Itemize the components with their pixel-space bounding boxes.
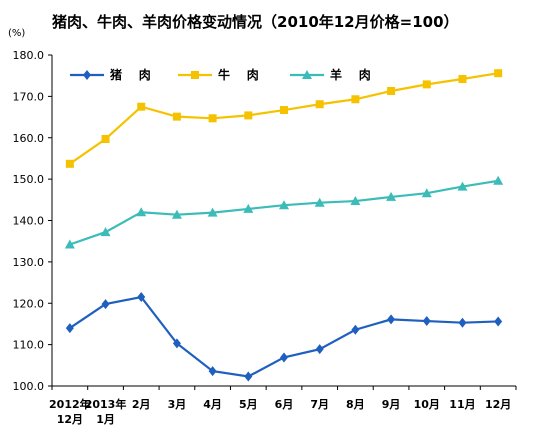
series-0 (65, 292, 503, 382)
data-point (65, 159, 74, 168)
data-point (494, 69, 503, 78)
legend-item-2: 羊 肉 (290, 67, 371, 82)
data-point (244, 111, 253, 120)
x-tick-label: 10月 (414, 398, 440, 411)
y-tick-label: 150.0 (13, 173, 45, 186)
y-tick-label: 130.0 (13, 256, 45, 269)
legend-label: 猪 肉 (109, 67, 151, 82)
legend-label: 牛 肉 (218, 67, 259, 82)
data-point (422, 80, 431, 89)
data-point (421, 188, 432, 198)
data-point (136, 207, 147, 217)
data-point (208, 114, 217, 123)
data-point (244, 371, 253, 382)
series-1 (65, 69, 503, 168)
data-point (208, 366, 217, 377)
series-layer (64, 69, 504, 382)
y-tick-label: 120.0 (13, 297, 45, 310)
data-point (207, 207, 218, 217)
y-axis-unit: (%) (8, 28, 25, 39)
data-point (493, 175, 504, 185)
x-tick-label: 1月 (96, 413, 115, 426)
y-tick-label: 100.0 (13, 380, 45, 393)
data-point (351, 95, 360, 104)
x-tick-label: 12月 (57, 413, 83, 426)
data-point (100, 227, 111, 237)
data-point (101, 134, 110, 143)
legend-marker (302, 70, 312, 79)
x-tick-label: 2013年 (85, 397, 127, 411)
data-point (280, 352, 288, 363)
data-point (172, 112, 181, 121)
data-point (422, 316, 431, 327)
x-tick-label: 7月 (310, 398, 329, 411)
data-point (64, 239, 75, 249)
series-2 (64, 175, 504, 249)
data-point (171, 209, 182, 219)
legend-item-1: 牛 肉 (178, 67, 259, 82)
series-line (69, 295, 499, 378)
axes (51, 55, 516, 387)
chart-title: 猪肉、牛肉、羊肉价格变动情况（2010年12月价格=100） (51, 13, 459, 31)
legend-marker (83, 70, 91, 80)
data-point (172, 338, 181, 349)
data-point (315, 100, 324, 109)
data-point (101, 299, 110, 310)
legend: 猪 肉牛 肉羊 肉 (70, 67, 371, 82)
data-point (494, 316, 503, 327)
data-point (280, 106, 288, 115)
y-tick-label: 110.0 (13, 339, 45, 352)
x-tick-label: 12月 (485, 398, 511, 411)
data-point (137, 292, 146, 303)
y-tick-label: 140.0 (13, 215, 45, 228)
y-tick-label: 180.0 (13, 49, 45, 62)
legend-marker (191, 71, 199, 79)
y-axis-ticks: 100.0 110.0 120.0 130.0 140.0 150.0 160.0 170.0… (13, 49, 52, 393)
data-point (279, 200, 289, 210)
y-tick-label: 160.0 (13, 132, 45, 145)
series-line (69, 179, 499, 246)
data-point (350, 196, 361, 206)
legend-item-0: 猪 肉 (70, 67, 151, 82)
x-tick-label: 2012年 (49, 397, 91, 411)
y-tick-label: 170.0 (13, 90, 45, 103)
data-point (387, 86, 396, 95)
x-tick-label: 8月 (346, 398, 365, 411)
data-point (243, 203, 254, 213)
data-point (387, 314, 396, 325)
x-tick-label: 5月 (239, 398, 258, 411)
data-point (458, 317, 467, 328)
data-point (351, 324, 360, 335)
x-tick-label: 11月 (449, 398, 475, 411)
x-tick-label: 2月 (132, 398, 151, 411)
x-tick-label: 6月 (275, 398, 294, 411)
data-point (314, 197, 325, 207)
data-point (386, 191, 397, 201)
series-line (69, 72, 499, 165)
data-point (315, 344, 324, 355)
x-tick-label: 4月 (203, 398, 222, 411)
data-point (137, 102, 146, 111)
data-point (457, 181, 468, 191)
x-tick-label: 3月 (168, 398, 187, 411)
data-point (65, 323, 74, 334)
data-point (458, 74, 467, 83)
x-tick-label: 9月 (382, 398, 401, 411)
legend-label: 羊 肉 (330, 67, 371, 82)
